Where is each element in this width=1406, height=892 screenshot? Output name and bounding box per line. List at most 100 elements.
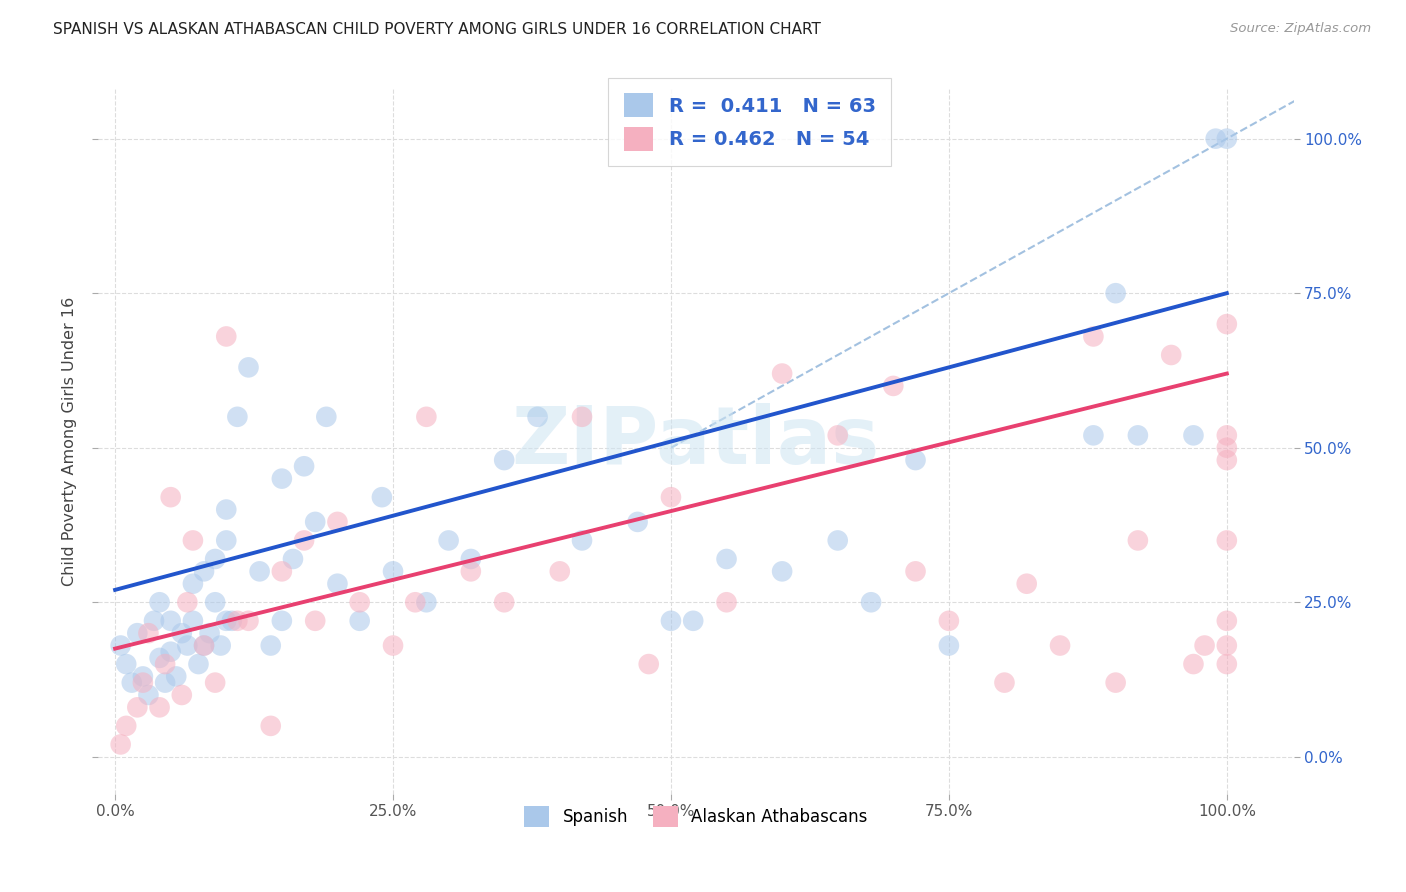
Point (215, 502, 238, 516)
Point (176, 595, 198, 609)
Point (215, 533, 238, 548)
Point (121, 675, 143, 690)
Point (1216, 428, 1239, 442)
Point (415, 409, 437, 424)
Point (571, 533, 593, 548)
Point (716, 595, 738, 609)
Point (148, 595, 170, 609)
Point (159, 490, 181, 504)
Point (904, 565, 927, 579)
Point (193, 639, 215, 653)
Point (548, 565, 571, 579)
Point (494, 595, 516, 609)
Point (187, 657, 209, 671)
Point (404, 595, 426, 609)
Point (181, 614, 204, 628)
Point (127, 626, 149, 640)
Point (138, 626, 160, 640)
Point (215, 329, 238, 343)
Point (292, 533, 315, 548)
Point (1205, 131, 1227, 145)
Point (165, 669, 187, 683)
Point (659, 614, 682, 628)
Point (349, 614, 371, 628)
Point (382, 565, 405, 579)
Point (1160, 348, 1182, 362)
Point (226, 614, 249, 628)
Point (371, 490, 394, 504)
Point (204, 675, 226, 690)
Point (176, 639, 198, 653)
Point (270, 614, 292, 628)
Point (226, 409, 249, 424)
Point (571, 409, 593, 424)
Point (993, 675, 1015, 690)
Point (153, 675, 176, 690)
Point (1216, 131, 1239, 145)
Point (659, 490, 682, 504)
Point (437, 533, 460, 548)
Point (637, 657, 659, 671)
Point (1126, 428, 1149, 442)
Point (159, 614, 181, 628)
Point (249, 565, 271, 579)
Point (132, 669, 155, 683)
Point (181, 576, 204, 591)
Point (1216, 533, 1239, 548)
Point (326, 576, 349, 591)
Point (270, 565, 292, 579)
Point (904, 453, 927, 467)
Point (1182, 428, 1205, 442)
Point (1216, 657, 1239, 671)
Point (170, 688, 193, 702)
Point (204, 595, 226, 609)
Point (1216, 614, 1239, 628)
Point (1126, 533, 1149, 548)
Point (1216, 441, 1239, 455)
Point (1015, 576, 1038, 591)
Point (1083, 329, 1105, 343)
Point (1083, 428, 1105, 442)
Point (260, 639, 283, 653)
Point (315, 409, 337, 424)
Point (304, 515, 326, 529)
Point (770, 367, 793, 381)
Point (349, 595, 371, 609)
Point (382, 639, 405, 653)
Text: ZIPatlas: ZIPatlas (512, 402, 880, 481)
Point (1182, 657, 1205, 671)
Point (827, 428, 849, 442)
Point (1216, 453, 1239, 467)
Point (494, 453, 516, 467)
Point (115, 719, 138, 733)
Point (159, 645, 181, 659)
Point (281, 552, 304, 566)
Point (110, 639, 132, 653)
Point (938, 614, 960, 628)
Point (148, 700, 170, 714)
Point (827, 533, 849, 548)
Point (153, 657, 176, 671)
Point (326, 515, 349, 529)
Point (209, 639, 232, 653)
Legend: Spanish, Alaskan Athabascans: Spanish, Alaskan Athabascans (513, 795, 879, 838)
Point (860, 595, 883, 609)
Point (1216, 639, 1239, 653)
Text: SPANISH VS ALASKAN ATHABASCAN CHILD POVERTY AMONG GIRLS UNDER 16 CORRELATION CHA: SPANISH VS ALASKAN ATHABASCAN CHILD POVE… (53, 22, 821, 37)
Point (115, 657, 138, 671)
Point (1194, 639, 1216, 653)
Point (882, 379, 904, 393)
Y-axis label: Child Poverty Among Girls Under 16: Child Poverty Among Girls Under 16 (62, 297, 77, 586)
Point (127, 700, 149, 714)
Point (460, 552, 482, 566)
Point (1104, 286, 1126, 301)
Point (526, 409, 548, 424)
Point (270, 472, 292, 486)
Point (221, 614, 243, 628)
Point (193, 565, 215, 579)
Point (204, 552, 226, 566)
Point (626, 515, 648, 529)
Point (170, 626, 193, 640)
Point (1104, 675, 1126, 690)
Point (260, 719, 283, 733)
